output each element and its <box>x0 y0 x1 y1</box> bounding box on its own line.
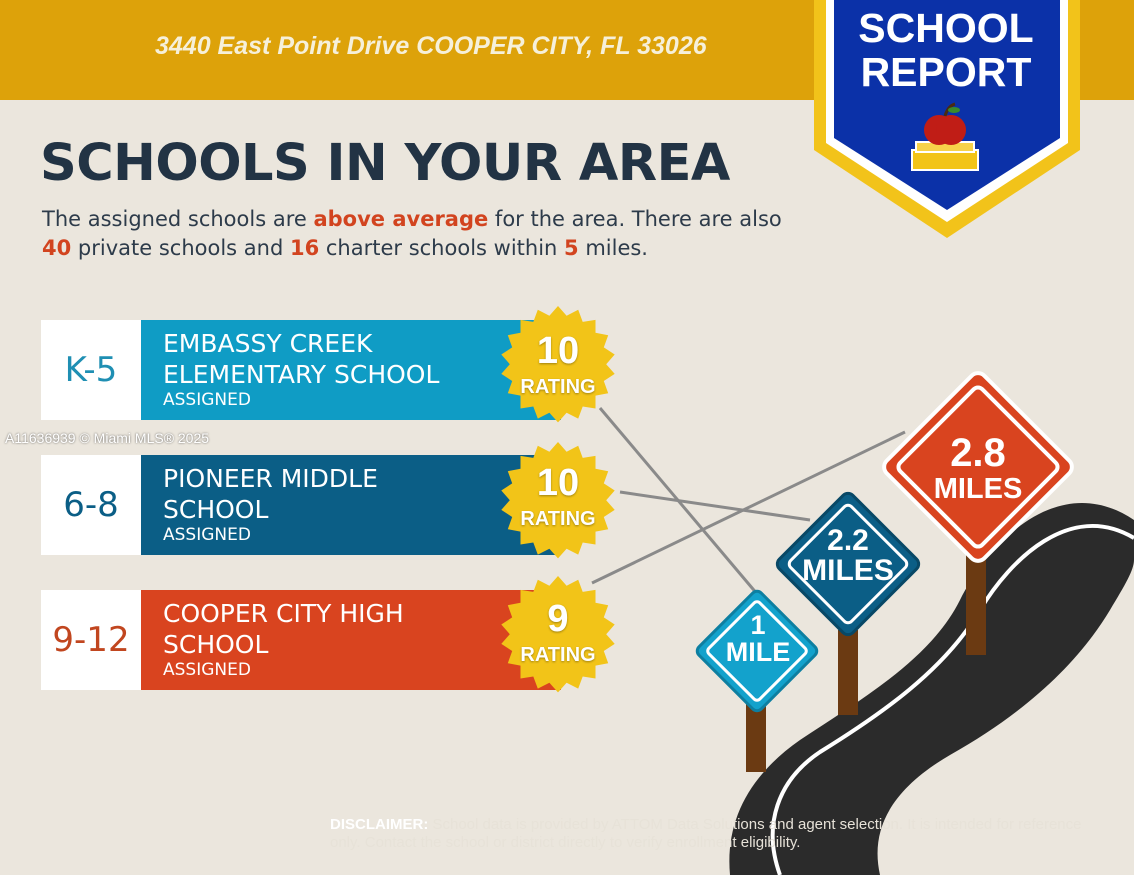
badge-title-line1: SCHOOL <box>858 5 1034 51</box>
distance-sign-1-mile <box>695 589 819 713</box>
charter-school-count: 16 <box>289 236 320 260</box>
summary-text: miles. <box>578 236 648 260</box>
grade-range: 6-8 <box>41 455 141 555</box>
school-band <box>141 320 561 420</box>
school-band <box>141 590 561 690</box>
sign-3-value: 2.8 <box>950 431 1006 475</box>
radius-miles: 5 <box>564 236 579 260</box>
rating-label: RATING <box>520 376 596 398</box>
connector-line <box>619 490 811 522</box>
property-address: 3440 East Point Drive COOPER CITY, FL 33… <box>155 32 707 60</box>
disclaimer-text: School data is provided by ATTOM Data So… <box>330 816 1082 851</box>
private-school-count: 40 <box>42 236 72 260</box>
school-name: PIONEER MIDDLE SCHOOL <box>163 464 378 524</box>
school-band <box>141 455 561 555</box>
summary-highlight: above average <box>313 207 489 231</box>
sign-3-label: 2.8 MILES <box>918 433 1038 504</box>
sign-2-unit: MILES <box>802 554 894 587</box>
badge-title-line2: REPORT <box>860 49 1032 95</box>
rating-seal <box>501 442 615 559</box>
sign-2-label: 2.2 MILES <box>798 526 898 586</box>
grade-range: 9-12 <box>41 590 141 690</box>
page-heading: SCHOOLS IN YOUR AREA <box>40 134 730 193</box>
apple-on-books-icon <box>911 102 979 171</box>
sign-1-unit: MILE <box>725 637 791 667</box>
summary-text: The assigned schools are <box>42 207 314 231</box>
assignment-status: ASSIGNED <box>163 525 251 545</box>
school-row: K-5 EMBASSY CREEK ELEMENTARY SCHOOL ASSI… <box>41 320 561 420</box>
schools-summary: The assigned schools are above average f… <box>42 205 802 263</box>
school-row: 6-8 PIONEER MIDDLE SCHOOL ASSIGNED <box>41 455 561 555</box>
grade-range: K-5 <box>41 320 141 420</box>
rating-value: 10 <box>536 462 580 504</box>
rating-value: 10 <box>536 330 580 372</box>
connector-line <box>591 430 906 585</box>
rating-value: 9 <box>547 598 569 640</box>
rating-label: RATING <box>520 644 596 666</box>
distance-sign-2-2-miles <box>775 491 921 637</box>
school-name: EMBASSY CREEK ELEMENTARY SCHOOL <box>163 329 440 389</box>
disclaimer-label: DISCLAIMER: <box>330 816 429 833</box>
disclaimer: DISCLAIMER: School data is provided by A… <box>330 816 1090 852</box>
school-name: COOPER CITY HIGH SCHOOL <box>163 599 404 659</box>
sign-2-value: 2.2 <box>827 524 869 557</box>
school-row: 9-12 COOPER CITY HIGH SCHOOL ASSIGNED <box>41 590 561 690</box>
summary-text: charter schools within <box>319 236 565 260</box>
sign-1-label: 1 MILE <box>718 612 798 666</box>
summary-text: for the area. There are also <box>488 207 782 231</box>
assignment-status: ASSIGNED <box>163 390 251 410</box>
listing-watermark: A11636939 © Miami MLS® 2025 <box>5 430 210 446</box>
sign-3-unit: MILES <box>933 473 1023 505</box>
sign-1-value: 1 <box>750 610 766 640</box>
school-report-badge <box>814 0 1080 238</box>
assignment-status: ASSIGNED <box>163 660 251 680</box>
rating-label: RATING <box>520 508 596 530</box>
summary-text: private schools and <box>71 236 290 260</box>
badge-title: SCHOOL REPORT <box>822 6 1070 94</box>
distance-sign-2-8-miles <box>882 371 1074 563</box>
